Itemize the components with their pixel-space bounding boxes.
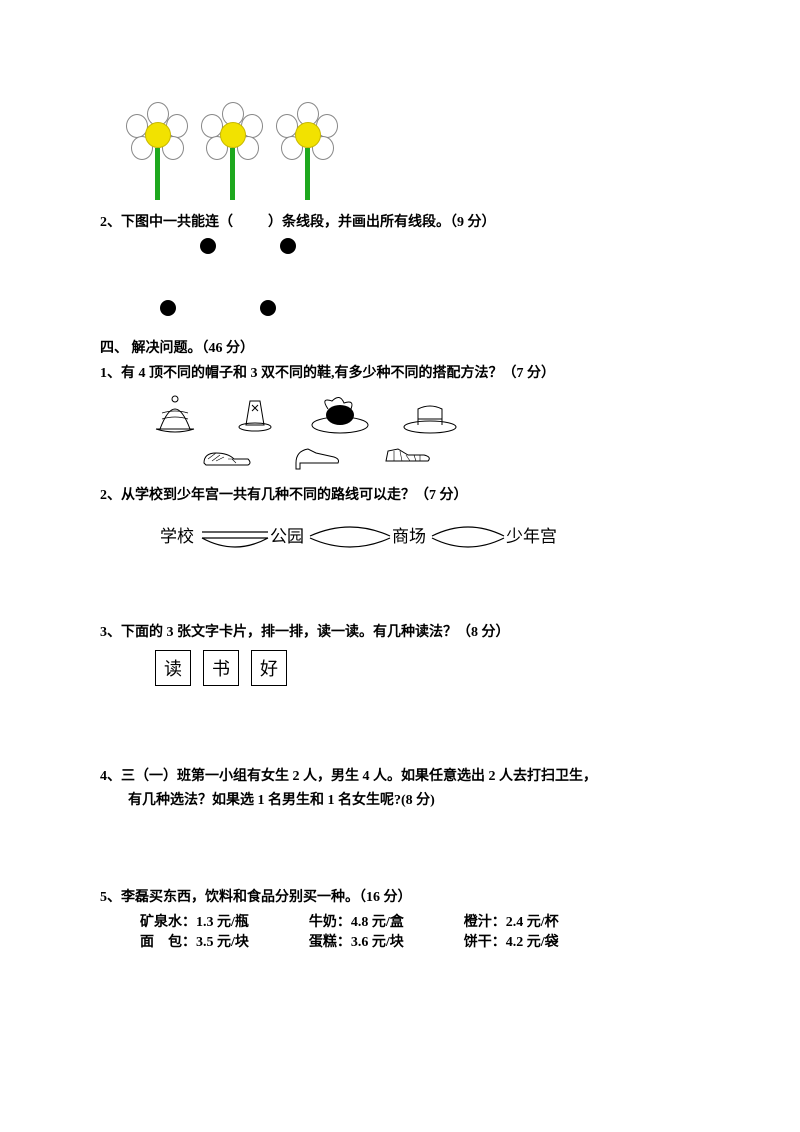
price-item: 饼干：4.2 元/袋: [464, 931, 559, 951]
dots-diagram: [160, 238, 700, 330]
shoes-row: [200, 441, 700, 471]
hat-icon: [230, 393, 280, 435]
route-label: 学校: [160, 527, 194, 546]
question-5: 5、李磊买东西，饮料和食品分别买一种。（16 分）: [100, 887, 700, 909]
flowers-row: [120, 100, 700, 200]
flower-icon: [270, 100, 345, 200]
route-label: 公园: [270, 527, 304, 546]
price-row-drinks: 矿泉水：1.3 元/瓶 牛奶：4.8 元/盒 橙汁：2.4 元/杯: [140, 911, 700, 931]
hat-icon: [150, 393, 200, 435]
question-1: 1、有 4 顶不同的帽子和 3 双不同的鞋,有多少种不同的搭配方法？（7 分）: [100, 363, 700, 385]
question-lineseg: 2、下图中一共能连（ ）条线段，并画出所有线段。（9 分）: [100, 212, 700, 234]
dot-icon: [260, 300, 276, 316]
text-card: 好: [251, 650, 287, 686]
cards-row: 读 书 好: [155, 650, 700, 686]
price-item: 面 包：3.5 元/块: [140, 931, 249, 951]
route-label: 少年宫: [506, 527, 557, 546]
dot-icon: [160, 300, 176, 316]
text: ）条线段，并画出所有线段。（9 分）: [268, 215, 496, 230]
question-4-line1: 4、三（一）班第一小组有女生 2 人，男生 4 人。如果任意选出 2 人去打扫卫…: [100, 766, 700, 788]
dot-icon: [280, 238, 296, 254]
price-item: 橙汁：2.4 元/杯: [464, 911, 559, 931]
question-4-line2: 有几种选法？如果选 1 名男生和 1 名女生呢?(8 分): [100, 790, 700, 812]
price-item: 牛奶：4.8 元/盒: [309, 911, 404, 931]
flower-icon: [195, 100, 270, 200]
blank: [237, 215, 265, 230]
section-title: 四、 解决问题。（46 分）: [100, 338, 700, 360]
text: 2、下图中一共能连（: [100, 215, 233, 230]
shoe-icon: [200, 441, 255, 469]
route-svg: 学校 公园 商场 少年宫: [160, 514, 560, 562]
hat-icon: [310, 391, 370, 435]
question-3: 3、下面的 3 张文字卡片，排一排，读一读。有几种读法？（8 分）: [100, 622, 700, 644]
hats-row: [150, 391, 700, 435]
text-card: 书: [203, 650, 239, 686]
shoe-icon: [380, 441, 435, 467]
text-card: 读: [155, 650, 191, 686]
flower-icon: [120, 100, 195, 200]
price-row-foods: 面 包：3.5 元/块 蛋糕：3.6 元/块 饼干：4.2 元/袋: [140, 931, 700, 951]
question-2: 2、从学校到少年宫一共有几种不同的路线可以走？（7 分）: [100, 485, 700, 507]
worksheet-page: 2、下图中一共能连（ ）条线段，并画出所有线段。（9 分） 四、 解决问题。（4…: [0, 0, 800, 991]
price-item: 矿泉水：1.3 元/瓶: [140, 911, 249, 931]
dot-icon: [200, 238, 216, 254]
price-item: 蛋糕：3.6 元/块: [309, 931, 404, 951]
hat-icon: [400, 399, 460, 435]
route-label: 商场: [392, 527, 426, 546]
route-diagram: 学校 公园 商场 少年宫: [160, 514, 700, 562]
shoe-icon: [290, 441, 345, 471]
